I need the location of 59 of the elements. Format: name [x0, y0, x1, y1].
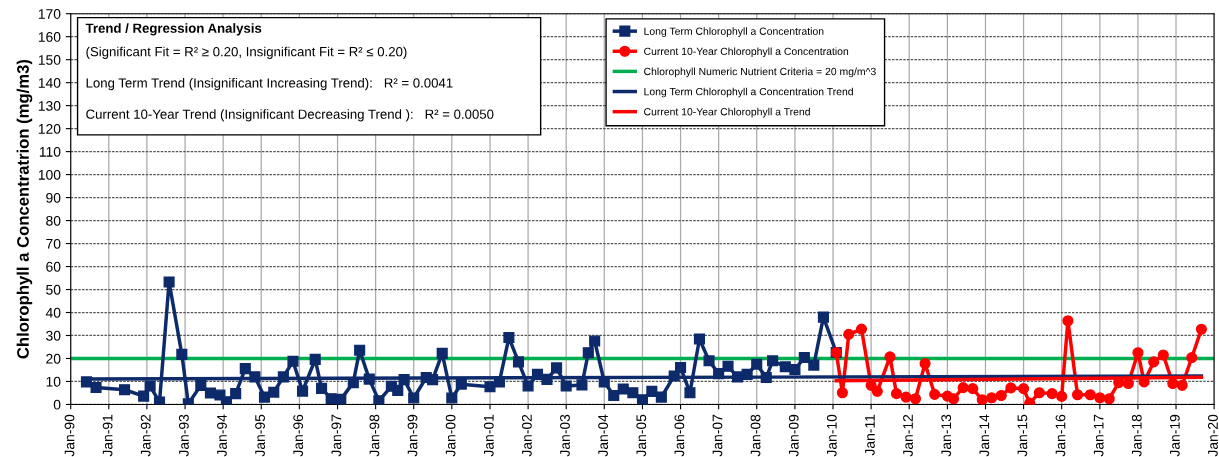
x-tick-label: Jan-01: [483, 414, 494, 457]
legend-label: Long Term Chlorophyll a Concentration: [644, 27, 824, 37]
x-tick-label: Jan-90: [64, 414, 75, 457]
y-tick-label: 130: [38, 100, 61, 111]
x-tick-label: Jan-00: [445, 414, 456, 457]
y-tick-label: 20: [46, 353, 61, 364]
x-tick-label: Jan-07: [712, 414, 723, 457]
x-tick-label: Jan-95: [255, 414, 265, 457]
x-tick-label: Jan-92: [140, 414, 151, 457]
y-tick-label: 150: [38, 55, 61, 65]
annotation: (Significant Fit = R² ≥ 0.20, Insignificant Fit = R² ≤ 0.20): [86, 46, 407, 59]
y-tick-label: 60: [46, 261, 61, 272]
x-tick-label: Jan-13: [941, 414, 952, 457]
y-tick-label: 160: [38, 32, 61, 42]
y-axis-title: Chlorophyll a Concentratrion (mg/m3): [16, 59, 33, 359]
x-tick-label: Jan-10: [826, 414, 837, 457]
y-tick-label: 10: [46, 376, 61, 387]
y-tick-label: 0: [53, 399, 61, 410]
x-tick-label: Jan-11: [865, 414, 875, 456]
legend-label: Long Term Chlorophyll a Concentration Trend: [644, 87, 853, 98]
x-tick-label: Jan-05: [636, 414, 647, 457]
x-tick-label: Jan-99: [407, 414, 418, 457]
x-tick-label: Jan-04: [598, 414, 608, 457]
x-tick-label: Jan-14: [979, 414, 990, 457]
x-tick-label: Jan-02: [521, 414, 532, 457]
x-tick-label: Jan-98: [369, 414, 380, 457]
annotation: Trend / Regression Analysis: [85, 23, 262, 36]
y-tick-label: 90: [46, 192, 61, 203]
x-tick-label: Jan-03: [560, 414, 570, 457]
y-tick-label: 100: [38, 169, 61, 180]
x-tick-label: Jan-97: [331, 414, 342, 457]
y-tick-label: 80: [46, 215, 61, 226]
x-tick-label: Jan-20: [1208, 414, 1218, 457]
x-tick-label: Jan-19: [1169, 414, 1180, 457]
y-tick-label: 140: [38, 78, 61, 88]
y-tick-label: 40: [45, 307, 61, 318]
x-tick-label: Jan-93: [178, 414, 189, 457]
legend-label: Chlorophyll Numeric Nutrient Criteria = 20 mg/m^3: [644, 67, 876, 78]
x-tick-label: Jan-96: [293, 414, 304, 457]
y-tick-label: 70: [46, 238, 61, 249]
legend-label: Current 10-Year Chlorophyll a Trend: [644, 107, 810, 118]
x-tick-label: Jan-91: [102, 414, 113, 457]
annotation: Long Term Trend (Insignificant Increasing Trend): R² = 0.0041: [86, 77, 453, 91]
x-tick-label: Jan-06: [674, 414, 685, 457]
y-tick-label: 170: [38, 9, 61, 19]
y-tick-label: 120: [38, 123, 61, 134]
y-tick-label: 30: [46, 330, 61, 341]
x-tick-label: Jan-15: [1017, 414, 1028, 457]
x-tick-label: Jan-12: [903, 414, 913, 457]
x-tick-label: Jan-09: [788, 414, 799, 457]
x-tick-label: Jan-94: [217, 414, 227, 457]
legend-label: Current 10-Year Chlorophyll a Concentration: [644, 47, 849, 58]
annotation: Current 10-Year Trend (Insignificant Decreasing Trend ): R² = 0.0050: [86, 109, 494, 122]
x-tick-label: Jan-08: [750, 414, 761, 457]
x-tick-label: Jan-16: [1055, 414, 1066, 457]
x-tick-label: Jan-17: [1093, 414, 1104, 457]
y-tick-label: 50: [46, 284, 61, 295]
x-tick-label: Jan-18: [1131, 414, 1142, 457]
y-tick-label: 110: [39, 146, 61, 157]
